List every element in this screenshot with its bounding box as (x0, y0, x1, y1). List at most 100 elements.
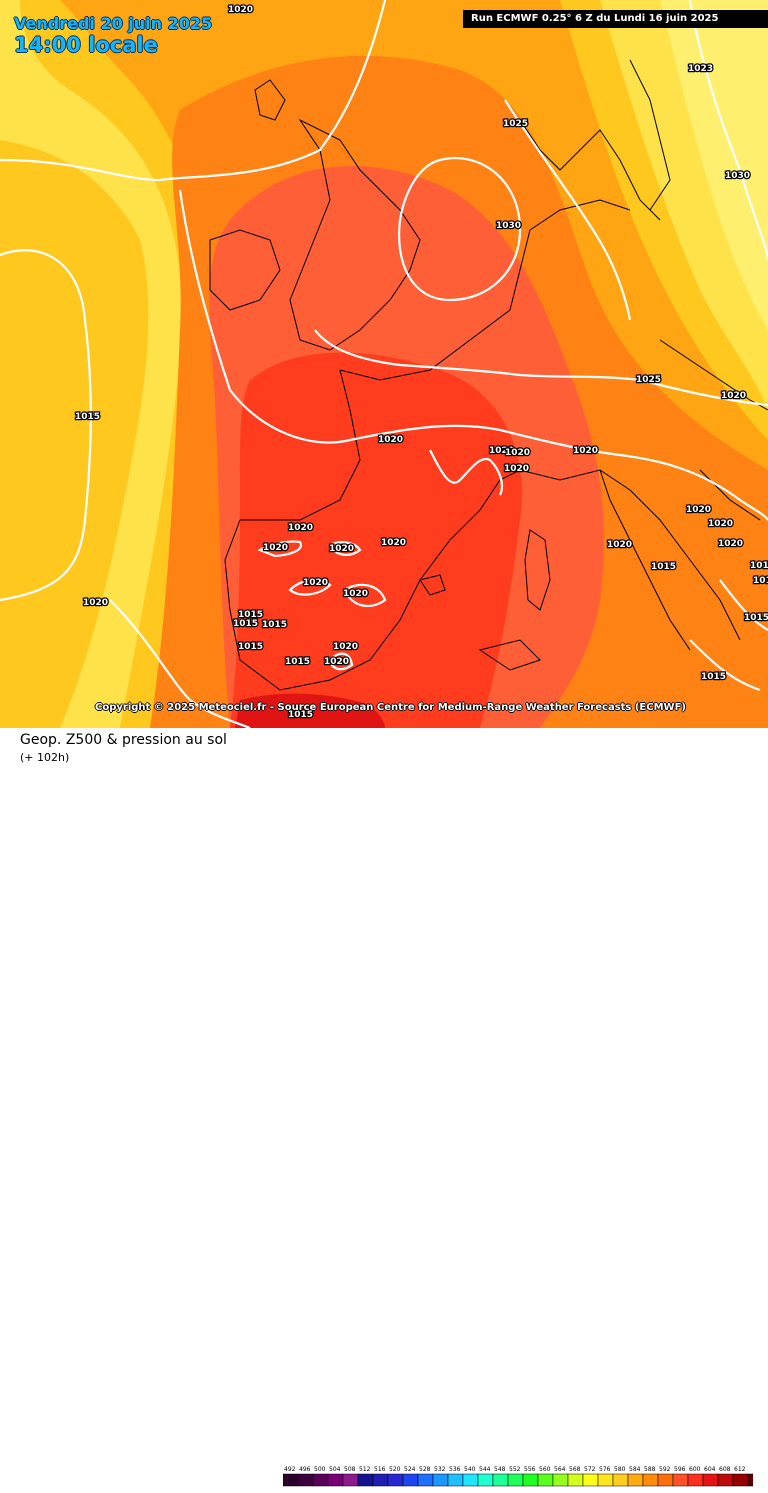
isobar-label: 1025 (503, 119, 528, 129)
scale-tick-label: 604 (704, 1466, 716, 1473)
isobar-label: 1015 (753, 576, 768, 586)
forecast-local-time: 14:00 locale (14, 33, 158, 57)
map-footer: Geop. Z500 & pression au sol (+ 102h) 49… (0, 728, 768, 1487)
isobar-label: 1020 (686, 505, 711, 515)
isobar-label: 1030 (725, 171, 750, 181)
scale-swatch (492, 1473, 509, 1487)
isobar-label: 1020 (607, 540, 632, 550)
scale-swatch (732, 1473, 749, 1487)
isobar-label: 1020 (708, 519, 733, 529)
scale-tick-label: 580 (614, 1466, 626, 1473)
isobar-label: 1020 (228, 5, 253, 15)
forecast-lead-time: (+ 102h) (20, 751, 70, 764)
isobar-label: 1020 (333, 642, 358, 652)
coastlines (209, 59, 768, 691)
scale-swatch (612, 1473, 629, 1487)
forecast-map: 1020 1023 1025 1030 1030 1015 1020 1020 … (0, 0, 768, 728)
isobar-label: 1020 (83, 598, 108, 608)
isobar-label: 1020 (505, 448, 530, 458)
scale-tick-label: 588 (644, 1466, 656, 1473)
scale-tick-label: 492 (284, 1466, 296, 1473)
scale-tick-label: 584 (629, 1466, 641, 1473)
isobar-label: 1020 (343, 589, 368, 599)
scale-tick-label: 500 (314, 1466, 326, 1473)
scale-tick-label: 568 (569, 1466, 581, 1473)
scale-tick-label: 608 (719, 1466, 731, 1473)
scale-swatch (597, 1473, 614, 1487)
scale-swatch (342, 1473, 359, 1487)
scale-tick-label: 504 (329, 1466, 341, 1473)
scale-swatch (582, 1473, 599, 1487)
scale-tick-label: 528 (419, 1466, 431, 1473)
scale-tick-label: 496 (299, 1466, 311, 1473)
scale-tick-label: 512 (359, 1466, 371, 1473)
scale-swatch (552, 1473, 569, 1487)
scale-tick-label: 576 (599, 1466, 611, 1473)
scale-tick-label: 508 (344, 1466, 356, 1473)
scale-swatch (657, 1473, 674, 1487)
scale-swatch (312, 1473, 329, 1487)
scale-tick-label: 532 (434, 1466, 446, 1473)
scale-tick-label: 548 (494, 1466, 506, 1473)
scale-tick-label: 520 (389, 1466, 401, 1473)
scale-swatch (327, 1473, 344, 1487)
isobar-label: 1015 (285, 657, 310, 667)
scale-swatch (702, 1473, 719, 1487)
scale-swatch (672, 1473, 689, 1487)
zone-580-west (0, 140, 149, 728)
scale-tick-label: 600 (689, 1466, 701, 1473)
scale-tick-label: 516 (374, 1466, 386, 1473)
scale-swatch (372, 1473, 389, 1487)
scale-tick-label: 536 (449, 1466, 461, 1473)
isobar-label: 1020 (489, 446, 514, 456)
isobar-label: 1020 (288, 523, 313, 533)
isobar-label: 1015 (75, 412, 100, 422)
scale-swatch (357, 1473, 374, 1487)
scale-tick-label: 556 (524, 1466, 536, 1473)
scale-swatch (477, 1473, 494, 1487)
scale-swatch (432, 1473, 449, 1487)
scale-swatch (537, 1473, 554, 1487)
scale-tick-label: 552 (509, 1466, 521, 1473)
scale-tick-label: 540 (464, 1466, 476, 1473)
zone-596 (230, 352, 522, 728)
scale-swatch (687, 1473, 704, 1487)
isobar-label: 1015 (701, 672, 726, 682)
isobar-label: 1015 (651, 562, 676, 572)
scale-swatch (747, 1473, 753, 1487)
isobar-label: 1020 (378, 435, 403, 445)
isobar-label: 1025 (636, 375, 661, 385)
isobar-labels: 1020 1023 1025 1030 1030 1015 1020 1020 … (74, 4, 768, 722)
scale-swatch (417, 1473, 434, 1487)
scale-swatch (387, 1473, 404, 1487)
scale-swatch (507, 1473, 524, 1487)
zone-600 (235, 693, 385, 728)
isobar-label: 1020 (573, 446, 598, 456)
scale-swatch (447, 1473, 464, 1487)
isobar-label: 1020 (718, 539, 743, 549)
scale-tick-label: 592 (659, 1466, 671, 1473)
scale-swatch (402, 1473, 419, 1487)
copyright-notice: Copyright © 2025 Meteociel.fr - Source E… (95, 702, 686, 713)
map-parameter-title: Geop. Z500 & pression au sol (20, 732, 227, 748)
scale-tick-label: 560 (539, 1466, 551, 1473)
forecast-date: Vendredi 20 juin 2025 (14, 14, 213, 33)
isobar-label: 1020 (721, 391, 746, 401)
scale-tick-label: 572 (584, 1466, 596, 1473)
isobar-label: 1015 (233, 619, 258, 629)
color-scale: 492 496 500 504 508 512 516 520 524 528 532 536 540 5… (283, 1466, 753, 1487)
isobar-label: 1015 (288, 710, 313, 720)
isobar-label: 1030 (496, 221, 521, 231)
isobar-label: 1015 (750, 561, 768, 571)
scale-swatch (567, 1473, 584, 1487)
scale-swatch (627, 1473, 644, 1487)
isobar-label: 1015 (238, 642, 263, 652)
isobar-label: 1015 (238, 610, 263, 620)
scale-tick-label: 612 (734, 1466, 746, 1473)
isobars (0, 0, 768, 728)
scale-tick-label: 564 (554, 1466, 566, 1473)
run-info-banner: Run ECMWF 0.25° 6 Z du Lundi 16 juin 202… (463, 10, 768, 28)
scale-swatch (717, 1473, 734, 1487)
scale-swatch (462, 1473, 479, 1487)
scale-swatch (283, 1473, 299, 1487)
